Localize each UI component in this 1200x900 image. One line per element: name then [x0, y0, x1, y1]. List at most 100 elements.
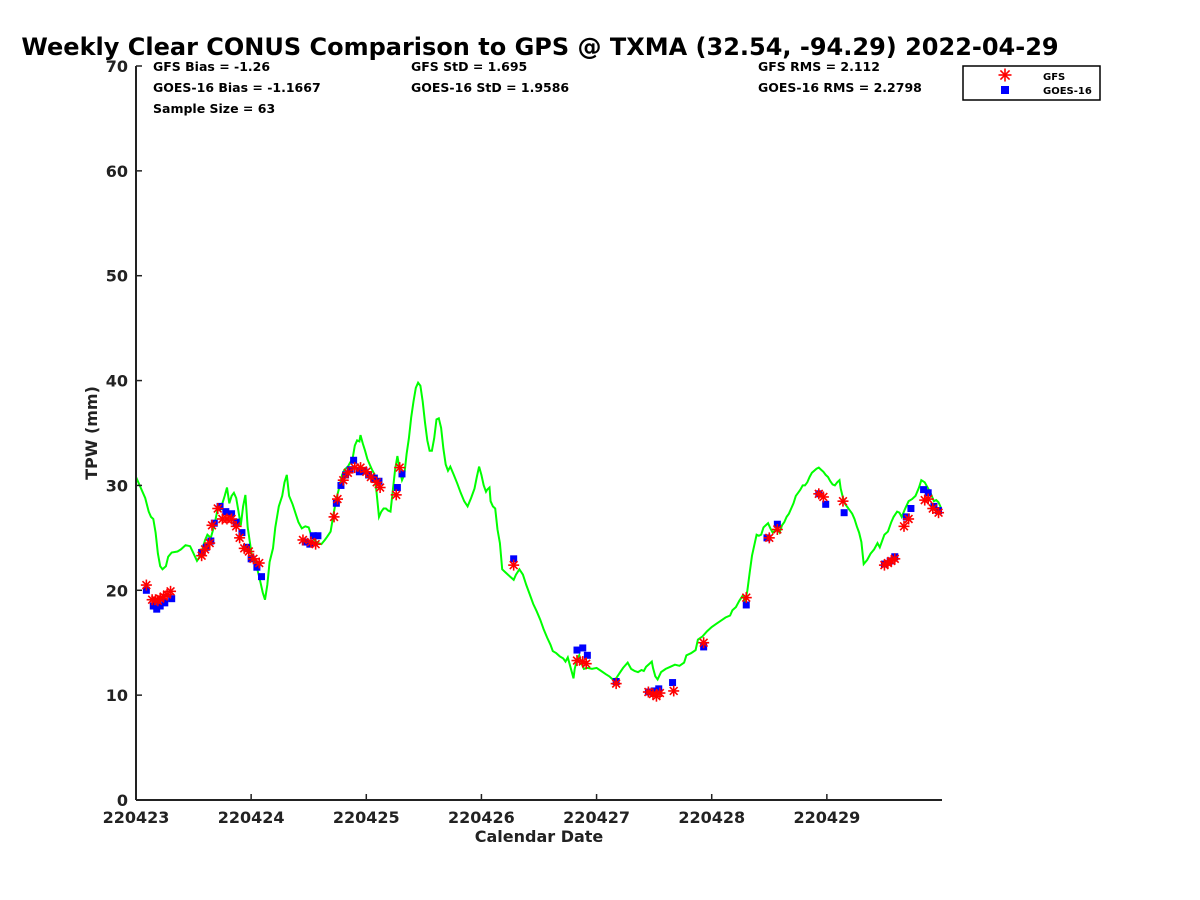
goes16-point — [222, 508, 230, 516]
legend-gfs-label: GFS — [1043, 72, 1065, 83]
stat-goes-std: GOES-16 StD = 1.9586 — [411, 80, 569, 95]
y-tick-label: 10 — [106, 686, 128, 705]
stat-goes-bias: GOES-16 Bias = -1.1667 — [153, 80, 321, 95]
goes16-point — [398, 470, 406, 478]
gfs-point — [165, 585, 177, 597]
gfs-point — [817, 491, 829, 503]
goes16-point — [510, 555, 518, 563]
x-tick-label: 220426 — [448, 808, 515, 827]
goes16-point — [375, 477, 383, 485]
goes16-point — [350, 456, 358, 464]
gfs-point — [698, 637, 710, 649]
y-tick-label: 70 — [106, 57, 128, 76]
stat-sample-size: Sample Size = 63 — [153, 101, 275, 116]
goes16-point — [579, 644, 587, 652]
gfs-point — [771, 523, 783, 535]
goes16-point — [573, 646, 581, 654]
legend-box — [962, 65, 1101, 101]
gfs-point — [837, 495, 849, 507]
gfs-point — [297, 534, 309, 546]
gfs-point — [337, 474, 349, 486]
axes — [135, 66, 942, 801]
goes16-point — [742, 601, 750, 609]
y-tick-label: 50 — [106, 267, 128, 286]
legend-gfs-asterisk — [998, 68, 1012, 82]
plot-area — [135, 380, 945, 702]
gfs-point — [933, 507, 945, 519]
x-tick-label: 220429 — [793, 808, 860, 827]
gfs-point — [253, 557, 265, 569]
legend-goes-marker — [1001, 86, 1009, 94]
gfs-point — [654, 687, 666, 699]
gfs-point — [889, 553, 901, 565]
gfs-point — [247, 553, 259, 565]
x-tick-label: 220425 — [333, 808, 400, 827]
gfs-point — [610, 678, 622, 690]
goes16-point — [650, 687, 658, 695]
goes16-point — [258, 573, 266, 581]
goes16-point — [309, 532, 317, 540]
goes16-point — [168, 595, 176, 603]
goes16-point — [253, 563, 261, 571]
gfs-point — [371, 476, 383, 488]
stat-gfs-std: GFS StD = 1.695 — [411, 59, 527, 74]
stat-gfs-bias: GFS Bias = -1.26 — [153, 59, 270, 74]
y-tick-label: 30 — [106, 476, 128, 495]
goes16-point — [822, 500, 830, 508]
gfs-point — [204, 537, 216, 549]
chart-title: Weekly Clear CONUS Comparison to GPS @ T… — [21, 33, 1058, 61]
y-axis-label: TPW (mm) — [82, 386, 101, 480]
gfs-point — [580, 658, 592, 670]
gfs-point — [898, 520, 910, 532]
gps-tpw-line — [135, 380, 942, 682]
goes16-point — [907, 504, 915, 512]
gfs-point — [927, 502, 939, 514]
gfs-point — [903, 513, 915, 525]
legend: GFS GOES-16 — [962, 65, 1101, 101]
x-tick-label: 220428 — [678, 808, 745, 827]
y-ticks: 0 10 20 30 40 50 60 70 — [106, 57, 142, 810]
y-tick-label: 60 — [106, 162, 128, 181]
gfs-point — [206, 519, 218, 531]
goes16-point — [355, 468, 363, 476]
stat-gfs-rms: GFS RMS = 2.112 — [758, 59, 880, 74]
goes16-point — [840, 509, 848, 517]
legend-goes-label: GOES-16 — [1043, 86, 1092, 97]
gfs-point — [668, 685, 680, 697]
goes16-point — [238, 529, 246, 537]
gfs-point — [355, 462, 367, 474]
goes16-point — [337, 481, 345, 489]
gfs-point — [394, 462, 406, 474]
gfs-point — [140, 579, 152, 591]
gfs-point — [342, 467, 354, 479]
goes16-point — [669, 679, 677, 687]
x-tick-label: 220423 — [103, 808, 170, 827]
y-tick-label: 40 — [106, 372, 128, 391]
y-tick-label: 20 — [106, 581, 128, 600]
x-ticks: 220423 220424 220425 220426 220427 220428 2204… — [103, 794, 860, 827]
gfs-point — [922, 493, 934, 505]
gfs-point — [230, 520, 242, 532]
x-axis-label: Calendar Date — [475, 827, 604, 846]
goes16-point — [314, 532, 322, 540]
goes16-point — [161, 599, 169, 607]
gfs-point — [360, 466, 372, 478]
goes16-point — [370, 474, 378, 482]
stat-goes-rms: GOES-16 RMS = 2.2798 — [758, 80, 922, 95]
goes16-point — [156, 602, 164, 610]
gfs-point — [508, 559, 520, 571]
gfs-point — [212, 502, 224, 514]
goes16-point — [920, 486, 928, 494]
gfs-point — [374, 482, 386, 494]
gfs-point — [243, 545, 255, 557]
goes16-point — [243, 543, 251, 551]
gfs-point — [740, 592, 752, 604]
gfs-point — [310, 538, 322, 550]
x-tick-label: 220424 — [218, 808, 285, 827]
goes16-point — [332, 499, 340, 507]
gfs-point — [332, 493, 343, 505]
goes16-point — [655, 685, 663, 693]
gfs-point — [199, 543, 211, 555]
x-tick-label: 220427 — [563, 808, 630, 827]
